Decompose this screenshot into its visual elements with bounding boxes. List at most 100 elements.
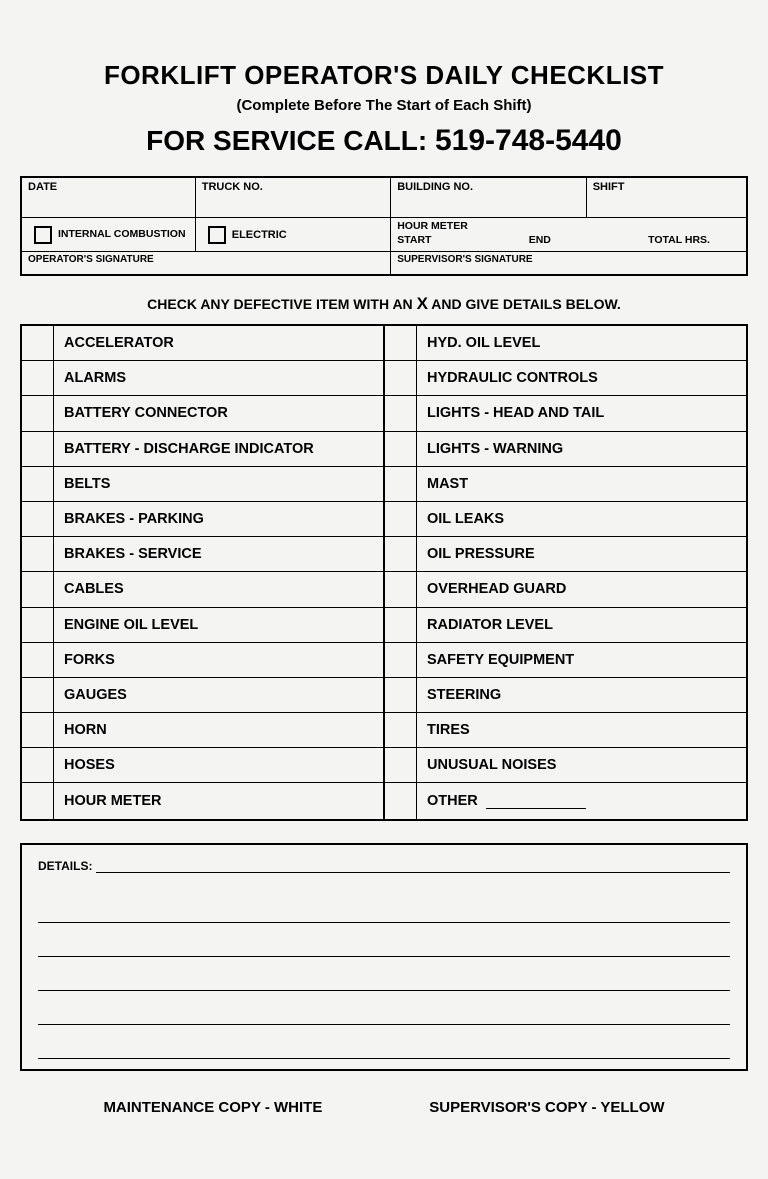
check-mark-box[interactable] — [385, 432, 417, 466]
truck-no-field[interactable]: TRUCK NO. — [196, 178, 391, 218]
details-box[interactable]: DETAILS: — [20, 843, 748, 1071]
checklist-left-column: ACCELERATOR ALARMS BATTERY CONNECTOR BATTER… — [22, 326, 385, 819]
checklist-row[interactable]: BELTS — [22, 467, 383, 502]
checklist-row[interactable]: MAST — [385, 467, 746, 502]
check-mark-box[interactable] — [385, 537, 417, 571]
check-mark-box[interactable] — [385, 643, 417, 677]
check-mark-box[interactable] — [22, 572, 54, 606]
check-mark-box[interactable] — [22, 783, 54, 818]
checklist-item-label: HYD. OIL LEVEL — [417, 335, 540, 351]
building-no-field[interactable]: BUILDING NO. — [391, 178, 586, 218]
check-mark-box[interactable] — [22, 502, 54, 536]
check-mark-box[interactable] — [385, 396, 417, 430]
check-mark-box[interactable] — [385, 326, 417, 360]
operator-signature-field[interactable]: OPERATOR'S SIGNATURE — [22, 252, 391, 274]
checklist-row[interactable]: OTHER — [385, 783, 746, 818]
checklist-item-label: SAFETY EQUIPMENT — [417, 652, 574, 668]
checklist-row[interactable]: GAUGES — [22, 678, 383, 713]
shift-field[interactable]: SHIFT — [587, 178, 746, 218]
checklist-item-label: LIGHTS - HEAD AND TAIL — [417, 405, 604, 421]
details-line[interactable] — [96, 872, 730, 873]
checklist-item-label: HOSES — [54, 757, 115, 773]
checkbox-icon[interactable] — [208, 226, 226, 244]
electric-label: ELECTRIC — [232, 229, 287, 241]
check-mark-box[interactable] — [385, 608, 417, 642]
checklist-row[interactable]: CABLES — [22, 572, 383, 607]
details-line[interactable] — [38, 961, 730, 991]
checklist-item-label: ALARMS — [54, 370, 126, 386]
check-mark-box[interactable] — [385, 361, 417, 395]
instruction-text: CHECK ANY DEFECTIVE ITEM WITH AN X AND G… — [20, 294, 748, 314]
checklist-row[interactable]: BATTERY CONNECTOR — [22, 396, 383, 431]
checklist-row[interactable]: HYD. OIL LEVEL — [385, 326, 746, 361]
check-mark-box[interactable] — [385, 467, 417, 501]
details-line[interactable] — [38, 893, 730, 923]
checklist-item-label: OIL LEAKS — [417, 511, 504, 527]
electric-option[interactable]: ELECTRIC — [196, 218, 391, 252]
checklist-item-label: RADIATOR LEVEL — [417, 617, 553, 633]
service-prefix: FOR SERVICE CALL: — [146, 125, 427, 156]
checklist-row[interactable]: TIRES — [385, 713, 746, 748]
details-line[interactable] — [38, 1029, 730, 1059]
checklist-row[interactable]: LIGHTS - WARNING — [385, 432, 746, 467]
check-mark-box[interactable] — [22, 537, 54, 571]
checklist-row[interactable]: RADIATOR LEVEL — [385, 608, 746, 643]
check-mark-box[interactable] — [22, 467, 54, 501]
checklist-row[interactable]: STEERING — [385, 678, 746, 713]
service-phone: 519-748-5440 — [435, 124, 622, 157]
checklist-row[interactable]: OVERHEAD GUARD — [385, 572, 746, 607]
check-mark-box[interactable] — [22, 396, 54, 430]
checklist-item-label: BATTERY - DISCHARGE INDICATOR — [54, 441, 314, 457]
checklist-item-label: STEERING — [417, 687, 501, 703]
check-mark-box[interactable] — [22, 678, 54, 712]
checklist-row[interactable]: SAFETY EQUIPMENT — [385, 643, 746, 678]
internal-combustion-option[interactable]: INTERNAL COMBUSTION — [22, 218, 196, 252]
check-mark-box[interactable] — [22, 643, 54, 677]
check-mark-box[interactable] — [385, 572, 417, 606]
checklist-row[interactable]: BRAKES - SERVICE — [22, 537, 383, 572]
checklist-row[interactable]: BRAKES - PARKING — [22, 502, 383, 537]
check-mark-box[interactable] — [385, 783, 417, 818]
check-mark-box[interactable] — [22, 326, 54, 360]
checklist-item-label: HYDRAULIC CONTROLS — [417, 370, 598, 386]
checklist-table: ACCELERATOR ALARMS BATTERY CONNECTOR BATTER… — [20, 324, 748, 821]
checklist-item-label: OIL PRESSURE — [417, 546, 535, 562]
check-mark-box[interactable] — [22, 361, 54, 395]
hour-meter-section[interactable]: HOUR METER START END TOTAL HRS. — [391, 218, 746, 252]
checklist-row[interactable]: ALARMS — [22, 361, 383, 396]
checklist-item-label: LIGHTS - WARNING — [417, 441, 563, 457]
check-mark-box[interactable] — [22, 608, 54, 642]
checklist-item-label: BATTERY CONNECTOR — [54, 405, 228, 421]
check-mark-box[interactable] — [385, 502, 417, 536]
checklist-row[interactable]: HOUR METER — [22, 783, 383, 818]
checklist-row[interactable]: BATTERY - DISCHARGE INDICATOR — [22, 432, 383, 467]
checklist-row[interactable]: OIL LEAKS — [385, 502, 746, 537]
checklist-row[interactable]: HOSES — [22, 748, 383, 783]
supervisor-signature-field[interactable]: SUPERVISOR'S SIGNATURE — [391, 252, 746, 274]
checklist-row[interactable]: LIGHTS - HEAD AND TAIL — [385, 396, 746, 431]
details-label: DETAILS: — [38, 859, 92, 873]
date-field[interactable]: DATE — [22, 178, 196, 218]
check-mark-box[interactable] — [22, 748, 54, 782]
checklist-row[interactable]: ACCELERATOR — [22, 326, 383, 361]
check-mark-box[interactable] — [22, 432, 54, 466]
details-line[interactable] — [38, 995, 730, 1025]
checklist-row[interactable]: HORN — [22, 713, 383, 748]
check-mark-box[interactable] — [22, 713, 54, 747]
checklist-row[interactable]: FORKS — [22, 643, 383, 678]
checklist-item-label: HORN — [54, 722, 107, 738]
check-mark-box[interactable] — [385, 678, 417, 712]
checklist-row[interactable]: OIL PRESSURE — [385, 537, 746, 572]
checklist-item-label: GAUGES — [54, 687, 127, 703]
checklist-item-label: ACCELERATOR — [54, 335, 174, 351]
checkbox-icon[interactable] — [34, 226, 52, 244]
checklist-row[interactable]: HYDRAULIC CONTROLS — [385, 361, 746, 396]
checklist-row[interactable]: UNUSUAL NOISES — [385, 748, 746, 783]
check-mark-box[interactable] — [385, 748, 417, 782]
check-mark-box[interactable] — [385, 713, 417, 747]
checklist-row[interactable]: ENGINE OIL LEVEL — [22, 608, 383, 643]
checklist-item-label: FORKS — [54, 652, 115, 668]
details-line[interactable] — [38, 927, 730, 957]
hour-meter-label: HOUR METER — [397, 220, 740, 232]
other-fill-line[interactable] — [486, 808, 586, 809]
